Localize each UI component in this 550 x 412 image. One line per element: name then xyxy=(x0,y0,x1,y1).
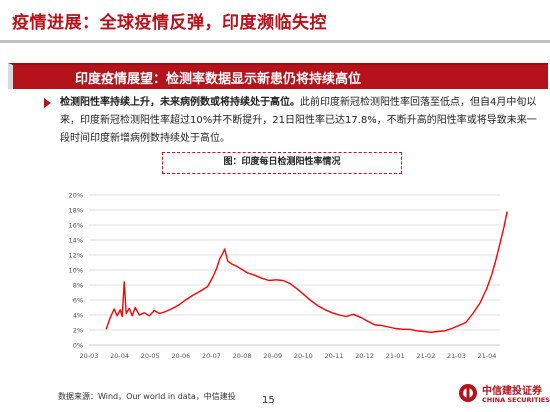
y-tick-label: 8% xyxy=(73,282,83,290)
summary-headline: 检测阳性率持续上升，未来病例数或将持续处于高位。 xyxy=(60,97,300,108)
x-tick-label: 21-03 xyxy=(447,352,466,360)
data-source-note: 数据来源：Wind，Our world in data，中信建投 xyxy=(58,392,236,401)
summary-body: 此前印度新冠检测阳性率回落至低点，但自4月中旬以来，印度新冠检测阳性率超过10%… xyxy=(60,97,537,144)
x-tick-label: 21-01 xyxy=(386,352,405,360)
company-logo: 中信建投证券 CHINA SECURITIES xyxy=(458,381,550,409)
y-tick-label: 18% xyxy=(69,207,83,215)
x-axis-ticks: 20-03 20-04 20-05 20-06 20-07 20-08 20-09 20-10… xyxy=(80,352,497,360)
y-tick-label: 2% xyxy=(73,327,83,335)
series-line-0 xyxy=(105,211,508,333)
logo-cn-text: 中信建投证券 xyxy=(482,386,542,397)
chart-gridlines xyxy=(89,194,500,346)
y-tick-label: 4% xyxy=(73,312,83,320)
x-tick-label: 20-07 xyxy=(202,352,221,360)
summary-paragraph: 检测阳性率持续上升，未来病例数或将持续处于高位。此前印度新冠检测阳性率回落至低点… xyxy=(60,94,542,148)
y-tick-label: 16% xyxy=(69,222,83,230)
slide-title: 疫情进展：全球疫情反弹，印度濒临失控 xyxy=(12,13,327,33)
title-divider xyxy=(0,40,550,43)
x-tick-label: 20-03 xyxy=(80,352,99,360)
x-tick-label: 20-04 xyxy=(110,352,129,360)
company-logo-mark-icon xyxy=(459,384,477,402)
y-tick-label: 6% xyxy=(73,297,83,305)
banner-text: 印度疫情展望：检测率数据显示新患仍将持续高位 xyxy=(75,72,362,87)
y-tick-label: 10% xyxy=(69,267,83,275)
y-tick-label: 12% xyxy=(69,252,83,260)
section-banner: 印度疫情展望：检测率数据显示新患仍将持续高位 xyxy=(8,63,548,89)
series-layer xyxy=(105,211,508,333)
x-tick-label: 20-05 xyxy=(141,352,160,360)
x-tick-label: 20-10 xyxy=(294,352,313,360)
bullet-arrow-icon xyxy=(44,98,51,108)
x-tick-label: 20-09 xyxy=(263,352,282,360)
x-tick-label: 20-06 xyxy=(171,352,190,360)
x-tick-label: 21-02 xyxy=(416,352,435,360)
x-tick-label: 21-04 xyxy=(478,352,497,360)
y-tick-label: 14% xyxy=(69,237,83,245)
page-number: 15 xyxy=(262,395,275,406)
x-tick-label: 20-12 xyxy=(355,352,374,360)
y-tick-label: 0% xyxy=(73,342,83,350)
y-axis-ticks: 0% 2% 4% 6% 8% 10% 12% 14% 16% 18% 20% xyxy=(69,192,83,350)
y-tick-label: 20% xyxy=(69,192,83,200)
x-tick-label: 20-11 xyxy=(324,352,343,360)
logo-en-text: CHINA SECURITIES xyxy=(482,396,550,404)
x-tick-label: 20-08 xyxy=(233,352,252,360)
chart-title: 图：印度每日检测阳性率情况 xyxy=(162,152,402,174)
